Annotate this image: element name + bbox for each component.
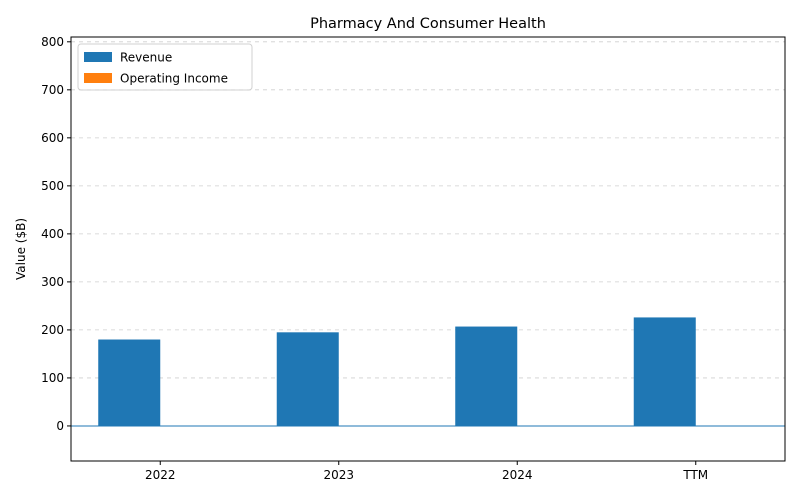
y-tick-label: 100 [41, 371, 64, 385]
y-tick-label: 200 [41, 323, 64, 337]
y-tick-label: 600 [41, 131, 64, 145]
y-axis-label: Value ($B) [14, 218, 28, 280]
y-tick-label: 400 [41, 227, 64, 241]
y-tick-label: 500 [41, 179, 64, 193]
legend-box [77, 43, 253, 91]
legend-swatch [84, 73, 112, 83]
legend-swatch [84, 52, 112, 62]
bar-revenue [633, 317, 696, 426]
y-axis: 0 100 200 300 400 500 600 700 800 [41, 35, 71, 433]
legend-label: Operating Income [120, 72, 228, 86]
plot-frame [70, 36, 786, 462]
x-tick-label: TTM [682, 468, 708, 482]
y-tick-label: 0 [56, 419, 64, 433]
x-tick-label: 2024 [502, 468, 533, 482]
bar-revenue [276, 332, 339, 426]
chart-title: Pharmacy And Consumer Health [310, 16, 546, 32]
y-tick-label: 300 [41, 275, 64, 289]
x-tick-label: 2022 [145, 468, 176, 482]
bar-revenue [455, 326, 518, 426]
legend-label: Revenue [120, 51, 172, 65]
bar-revenue [98, 339, 161, 426]
x-axis: 2022 2023 2024 TTM [145, 461, 708, 482]
legend: Revenue Operating Income [77, 43, 253, 91]
y-tick-label: 700 [41, 83, 64, 97]
x-tick-label: 2023 [323, 468, 354, 482]
bars-layer [98, 317, 696, 426]
y-tick-label: 800 [41, 35, 64, 49]
